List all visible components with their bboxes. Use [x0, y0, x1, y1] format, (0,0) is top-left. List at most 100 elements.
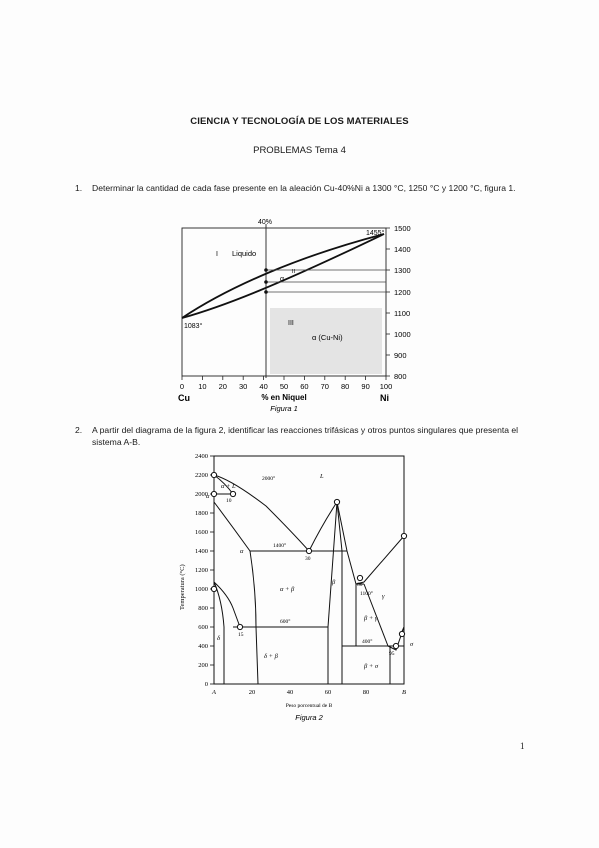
label-c95: 95	[389, 651, 395, 657]
label-alpha-beta: α + β	[280, 586, 295, 593]
solid-region-shading	[270, 308, 382, 374]
y-tick-label: 1400	[195, 548, 208, 555]
label-400: 400°	[362, 638, 372, 645]
x-end-label-A: A	[211, 689, 216, 696]
problem-2: 2. A partir del diagrama de la figura 2,…	[75, 424, 540, 454]
y-axis-ticks	[210, 455, 214, 685]
y-tick-label: 900	[394, 351, 407, 360]
phase-labels: L α + L α α α + β β γ β + γ δ δ + β β + …	[206, 473, 414, 670]
figure-2-caption: Figura 2	[295, 713, 323, 722]
document-title: CIENCIA Y TECNOLOGÍA DE LOS MATERIALES	[190, 116, 409, 127]
x-tick-label: 80	[363, 689, 370, 696]
y-tick-label: 1500	[394, 224, 411, 233]
label-sigma: σ	[410, 641, 414, 648]
point-1200	[264, 290, 268, 294]
label-gamma: γ	[382, 593, 385, 600]
x-tick-label: 50	[280, 382, 288, 391]
plot-frame	[213, 455, 405, 685]
y-tick-label: 1300	[394, 266, 411, 275]
x-tick-label: 100	[380, 382, 393, 391]
point-1300	[264, 268, 268, 272]
label-alpha-liquid: α + L	[221, 483, 236, 490]
label-1100: 1100°	[360, 590, 373, 597]
label-liquid: L	[319, 473, 324, 480]
y-tick-label: 2200	[195, 472, 208, 479]
problem-text: Determinar la cantidad de cada fase pres…	[92, 183, 516, 193]
problem-text: A partir del diagrama de la figura 2, id…	[92, 425, 519, 447]
y-axis-label: Temperatura (°C)	[179, 564, 186, 610]
x-tick-label: 60	[300, 382, 308, 391]
label-c10: 10	[226, 498, 232, 504]
y-tick-label: 1200	[195, 567, 208, 574]
y-tick-label: 200	[198, 662, 208, 669]
label-alpha-top: α	[206, 493, 210, 500]
x-tick-label: 90	[361, 382, 369, 391]
x-tick-label: 40	[259, 382, 267, 391]
label-1400: 1400°	[273, 542, 286, 549]
region-II: II	[292, 269, 296, 275]
temperature-labels: 2000° 1400° 600° 1100° 400° 10 30 15 80 …	[226, 475, 395, 657]
y-tick-label: 2400	[195, 453, 208, 460]
label-c30: 30	[305, 556, 311, 562]
y-tick-label: 1400	[394, 245, 411, 254]
y-axis-labels: 1500 1400 1300 1200 1100 1000 900 800	[394, 224, 411, 381]
label-c80: 80	[357, 582, 363, 588]
melting-ni-label: 1455°	[366, 229, 385, 237]
x-end-label-B: B	[402, 689, 406, 696]
y-axis-labels: 0 200 400 600 800 1000 1200 1400 1600 18…	[195, 453, 208, 688]
page-number: 1	[520, 741, 525, 751]
label-delta-beta: δ + β	[264, 653, 279, 660]
figure-1-caption: Figura 1	[270, 404, 298, 413]
x-tick-label: 60	[325, 689, 332, 696]
liquidus-curve	[181, 233, 385, 319]
x-tick-label: 80	[341, 382, 349, 391]
region-liquid: Liquido	[232, 249, 256, 258]
x-tick-label: 30	[239, 382, 247, 391]
region-III: III	[288, 320, 294, 327]
y-tick-label: 0	[205, 681, 208, 688]
left-element-label: Cu	[178, 393, 190, 403]
y-tick-label: 1600	[195, 529, 208, 536]
label-beta-sigma: β + σ	[363, 663, 379, 670]
figure-1-phase-diagram: 40% I Liquido II α III α (Cu-Ni) 1083° 1…	[178, 219, 411, 413]
y-tick-label: 1100	[394, 309, 410, 318]
y-tick-label: 2000	[195, 491, 208, 498]
x-tick-label: 20	[249, 689, 256, 696]
label-alpha: α	[240, 548, 244, 555]
x-axis-labels: 0 10 20 30 40 50 60 70 80 90 100	[180, 382, 392, 391]
y-tick-label: 1000	[394, 330, 411, 339]
x-tick-label: 10	[198, 382, 206, 391]
point-1250	[264, 280, 268, 284]
label-2000: 2000°	[262, 475, 275, 482]
label-delta-left: δ	[217, 635, 221, 642]
singular-points	[210, 471, 408, 650]
y-tick-label: 400	[198, 643, 208, 650]
label-c15: 15	[238, 632, 244, 638]
problem-number: 1.	[75, 183, 83, 193]
y-tick-label: 800	[394, 372, 407, 381]
top-label-40: 40%	[258, 219, 272, 226]
problem-number: 2.	[75, 425, 83, 435]
x-tick-label: 0	[180, 382, 184, 391]
y-axis-ticks	[386, 227, 390, 377]
x-tick-label: 40	[287, 689, 294, 696]
label-600: 600°	[280, 618, 290, 625]
x-axis-label: Peso porcentual de B	[286, 703, 333, 709]
x-axis-label: % en Niquel	[261, 393, 306, 402]
y-tick-label: 600	[198, 624, 208, 631]
melting-cu-label: 1083°	[184, 322, 203, 330]
region-solid: α (Cu-Ni)	[312, 333, 343, 342]
y-tick-label: 1800	[195, 510, 208, 517]
phase-boundaries	[213, 474, 405, 685]
problem-1: 1. Determinar la cantidad de cada fase p…	[75, 182, 540, 212]
x-tick-label: 20	[219, 382, 227, 391]
region-I: I	[216, 251, 218, 258]
solidus-curve	[181, 233, 385, 319]
x-axis-labels: A 20 40 60 80 B	[211, 689, 406, 696]
y-tick-label: 1200	[394, 288, 411, 297]
label-beta-gamma: β + γ	[363, 615, 378, 622]
document-subtitle: PROBLEMAS Tema 4	[253, 145, 346, 156]
region-alpha: α	[280, 276, 284, 283]
right-element-label: Ni	[380, 393, 389, 403]
